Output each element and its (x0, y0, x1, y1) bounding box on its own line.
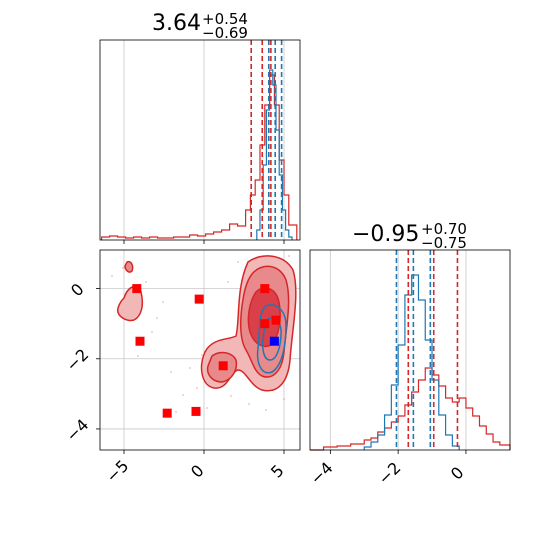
right-hist-series (310, 274, 511, 451)
right-title-value: −0.95 (352, 222, 419, 247)
top-hist-title: 3.64 (152, 11, 201, 36)
x-tick-label: 5 (267, 461, 288, 482)
x-tick-label: −4 (307, 458, 337, 488)
blue-contour-inner (262, 316, 282, 361)
right-hist-ticks: −4 −2 0 (307, 450, 468, 488)
top-title-value: 3.64 (152, 11, 201, 36)
top-hist-panel: 3.64 +0.54 −0.69 (99, 10, 301, 244)
top-hist-ticks (123, 240, 285, 244)
red-marker (191, 406, 201, 416)
y-tick-label: −4 (62, 415, 92, 445)
contour-frame (99, 249, 301, 451)
y-tick-label: 0 (67, 280, 88, 301)
red-marker (132, 284, 142, 294)
right-title-lower: −0.75 (421, 234, 467, 252)
red-marker (218, 361, 228, 371)
blue-contour-outer (256, 304, 287, 374)
top-hist-frame (99, 39, 301, 241)
top-hist-grid (123, 40, 285, 240)
top-title-lower: −0.69 (202, 24, 248, 42)
y-tick-label: −2 (62, 345, 92, 375)
x-tick-label: 0 (447, 463, 468, 484)
top-hist-quantile-lines (250, 40, 283, 240)
blue-histogram-step (363, 274, 460, 450)
right-hist-quantile-lines (395, 250, 459, 450)
red-marker (162, 408, 172, 418)
blue-marker (269, 336, 279, 346)
red-marker (194, 294, 204, 304)
red-histogram-step (101, 74, 298, 240)
top-title-upper: +0.54 (202, 10, 248, 28)
red-marker (260, 319, 270, 329)
red-contour-left-top (124, 260, 134, 273)
contour-panel: −5 0 5 0 −2 −4 (62, 249, 301, 486)
right-hist-frame (309, 249, 511, 451)
x-tick-label: −5 (102, 456, 132, 486)
right-hist-title: −0.95 (352, 222, 419, 247)
right-title-upper: +0.70 (421, 220, 467, 238)
red-contours (117, 255, 297, 392)
red-histogram-step (310, 367, 511, 451)
x-tick-label: −2 (374, 458, 404, 488)
top-hist-series (101, 69, 298, 240)
red-marker (260, 284, 270, 294)
markers (132, 284, 281, 418)
red-marker (271, 315, 281, 325)
red-marker (135, 336, 145, 346)
x-tick-label: 0 (187, 461, 208, 482)
blue-contours (256, 304, 287, 374)
right-hist-panel: −4 −2 0 −0.95 +0.70 −0.75 (307, 220, 511, 488)
